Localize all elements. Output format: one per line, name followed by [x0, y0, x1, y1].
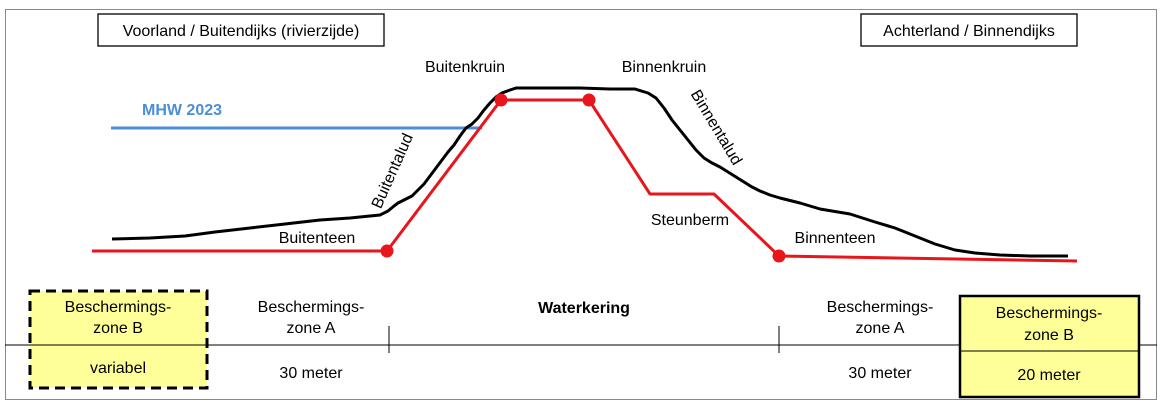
- buitenteen-point: [380, 244, 394, 258]
- zone-b-left-title-1: Beschermings-: [65, 299, 172, 316]
- buitenteen-label: Buitenteen: [279, 230, 356, 247]
- left-header-box: Voorland / Buitendijks (rivierzijde): [97, 13, 385, 47]
- zone-a-right-title-2: zone A: [856, 320, 905, 337]
- zone-a-right-width: 30 meter: [848, 365, 912, 382]
- zone-b-left-box: Beschermings- zone B variabel: [28, 289, 209, 390]
- zone-b-left-width: variabel: [90, 360, 146, 377]
- mhw-label: MHW 2023: [142, 102, 222, 119]
- buitenkruin-label: Buitenkruin: [425, 59, 505, 76]
- zone-b-left-title-2: zone B: [93, 320, 143, 337]
- design-profile-line: [92, 98, 1078, 263]
- zone-a-left-width: 30 meter: [279, 365, 343, 382]
- zone-a-left-title-1: Beschermings-: [258, 299, 365, 316]
- buitentalud-label: Buitentalud: [369, 131, 417, 211]
- binnentalud-label: Binnentalud: [687, 87, 745, 168]
- zone-b-right-title-2: zone B: [1024, 327, 1074, 344]
- binnenkruin-label: Binnenkruin: [622, 59, 707, 76]
- zone-a-right-title-1: Beschermings-: [827, 299, 934, 316]
- zone-b-right-title-1: Beschermings-: [996, 305, 1103, 322]
- right-header-box: Achterland / Binnendijks: [860, 13, 1078, 47]
- binnenkruin-point: [582, 93, 596, 107]
- waterkering-title: Waterkering: [538, 300, 630, 317]
- zone-a-left-title-2: zone A: [287, 320, 336, 337]
- binnenteen-point: [772, 249, 786, 263]
- left-header-text: Voorland / Buitendijks (rivierzijde): [123, 23, 360, 40]
- zone-b-right-width: 20 meter: [1017, 367, 1081, 384]
- binnenteen-label: Binnenteen: [795, 230, 876, 247]
- right-header-text: Achterland / Binnendijks: [883, 23, 1055, 40]
- steunberm-label: Steunberm: [651, 212, 729, 229]
- buitenkruin-point: [494, 93, 508, 107]
- existing-terrain-line: [111, 86, 1068, 258]
- zone-b-right-box: Beschermings- zone B 20 meter: [958, 294, 1141, 399]
